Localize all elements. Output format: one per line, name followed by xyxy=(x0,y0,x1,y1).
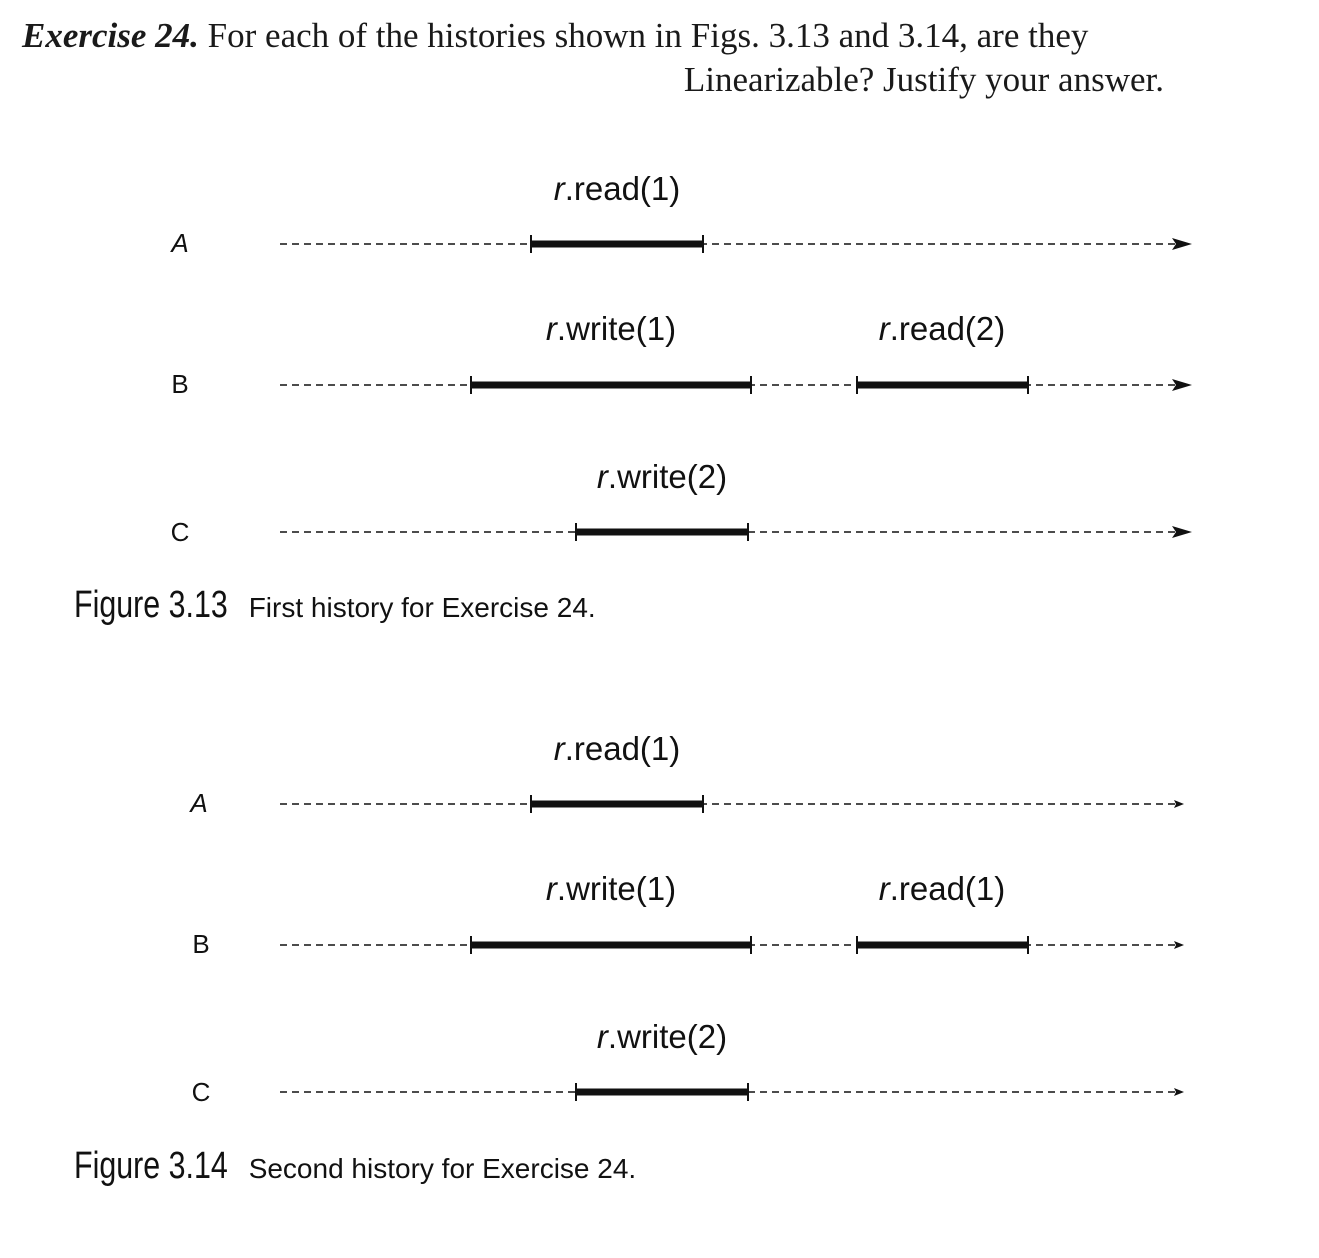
thread-label: B xyxy=(192,929,209,959)
figure-caption: Figure 3.13 First history for Exercise 2… xyxy=(74,584,974,627)
operation-label: r.write(2) xyxy=(597,458,727,495)
figure-3-14-timeline: A r.read(1) B r.write(1) r.read(1) C r.w… xyxy=(188,730,1184,1107)
thread-label: C xyxy=(192,1077,211,1107)
arrowhead-icon xyxy=(1174,941,1184,949)
arrowhead-icon xyxy=(1172,526,1192,538)
thread-a-row: A r.read(1) xyxy=(188,730,1184,818)
figure-caption: Figure 3.14 Second history for Exercise … xyxy=(74,1145,974,1188)
thread-b-row: B r.write(1) r.read(2) xyxy=(171,310,1192,399)
operation-label: r.read(1) xyxy=(554,170,681,207)
exercise-text-line2: Linearizable? Justify your answer. xyxy=(683,60,1164,99)
exercise-label: Exercise 24. xyxy=(22,16,199,55)
figure-number: Figure 3.14 xyxy=(74,1145,228,1187)
figure-caption-text: First history for Exercise 24. xyxy=(248,592,596,623)
operation-label: r.read(2) xyxy=(879,310,1006,347)
thread-c-row: C r.write(2) xyxy=(171,458,1192,547)
thread-label: B xyxy=(171,369,188,399)
figure-caption-text: Second history for Exercise 24. xyxy=(248,1153,637,1184)
operation-label: r.read(1) xyxy=(554,730,681,767)
thread-label: C xyxy=(171,517,190,547)
exercise-text-line1: For each of the histories shown in Figs.… xyxy=(207,16,1089,55)
operation-label: r.write(1) xyxy=(546,870,676,907)
arrowhead-icon xyxy=(1174,1088,1184,1096)
operation-label: r.write(1) xyxy=(546,310,676,347)
thread-label: A xyxy=(188,788,207,818)
exercise-prompt: Exercise 24. For each of the histories s… xyxy=(22,14,1172,102)
arrowhead-icon xyxy=(1174,800,1184,808)
thread-b-row: B r.write(1) r.read(1) xyxy=(192,870,1184,959)
figure-number: Figure 3.13 xyxy=(74,584,228,626)
arrowhead-icon xyxy=(1172,238,1192,250)
thread-label: A xyxy=(169,228,188,258)
thread-a-row: A r.read(1) xyxy=(169,170,1192,258)
thread-c-row: C r.write(2) xyxy=(192,1018,1184,1107)
arrowhead-icon xyxy=(1172,379,1192,391)
operation-label: r.write(2) xyxy=(597,1018,727,1055)
operation-label: r.read(1) xyxy=(879,870,1006,907)
figure-3-13-timeline: A r.read(1) B r.write(1) r.read(2) C r.w… xyxy=(169,170,1192,547)
